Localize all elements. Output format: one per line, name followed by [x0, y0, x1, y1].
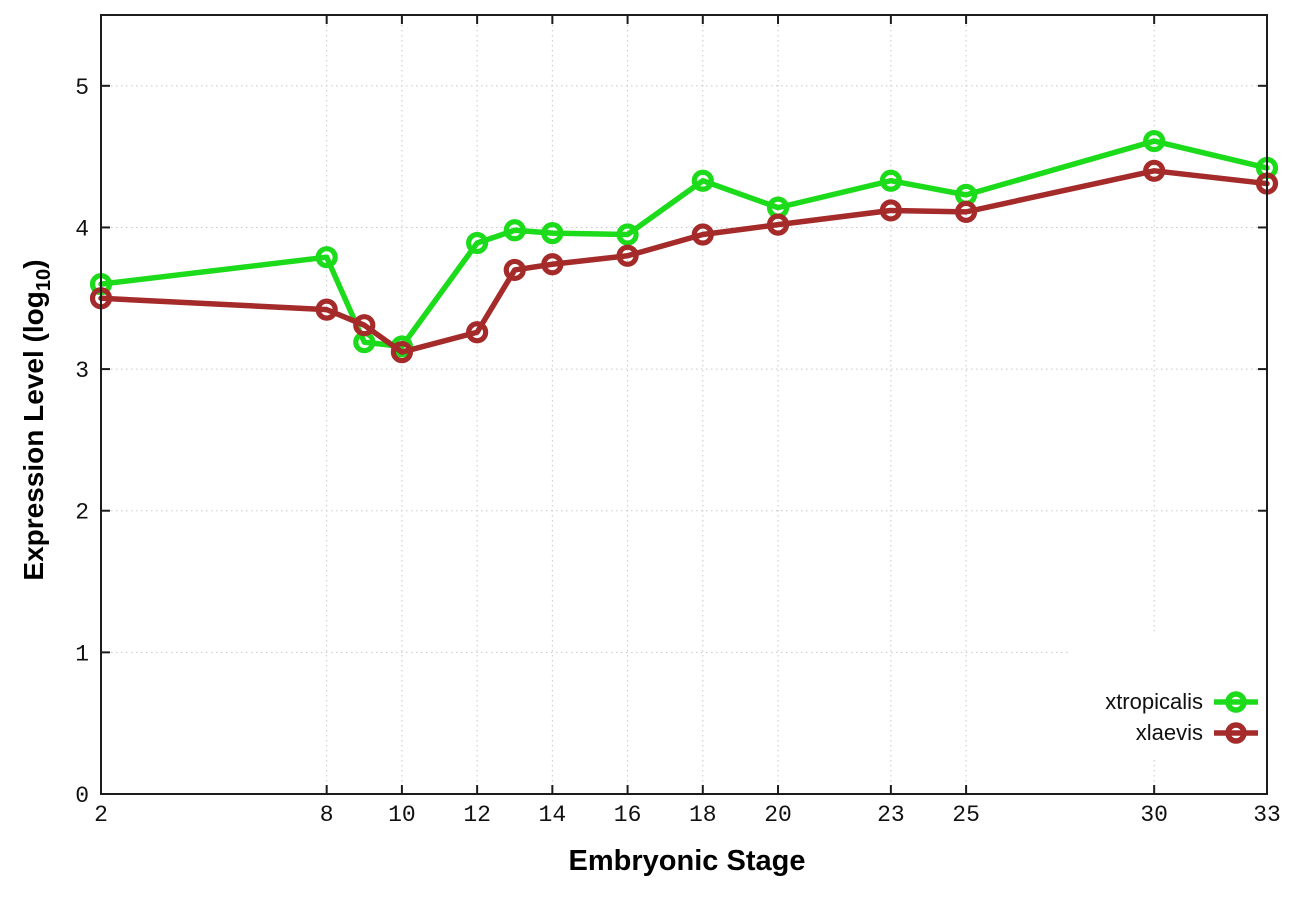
series-xtropicalis	[89, 129, 1279, 358]
x-tick-label: 25	[952, 802, 980, 828]
data-point-marker	[616, 223, 639, 246]
data-point-marker	[353, 314, 376, 337]
y-axis-title-text: Expression Level (log	[18, 291, 50, 581]
data-point-marker	[466, 231, 489, 255]
x-tick-label: 2	[94, 802, 108, 828]
data-point-marker	[879, 199, 902, 222]
data-point-marker	[691, 223, 714, 246]
x-tick-label: 14	[539, 802, 567, 828]
data-point-marker	[315, 298, 338, 321]
series-line	[98, 138, 1270, 350]
x-tick-label: 18	[689, 802, 717, 828]
y-tick-label: 0	[75, 783, 89, 809]
y-tick-label: 1	[75, 641, 89, 667]
data-point-marker	[315, 246, 338, 269]
legend-marker-icon	[1214, 722, 1258, 744]
data-point-marker	[766, 213, 790, 236]
plot-border	[100, 14, 1268, 795]
legend-item-xtropicalis: xtropicalis	[1105, 689, 1260, 715]
data-point-marker	[879, 169, 902, 192]
y-tick-label: 5	[75, 75, 89, 101]
data-point-marker	[503, 258, 526, 282]
data-point-marker	[541, 253, 564, 276]
data-point-marker	[1143, 129, 1166, 153]
data-point-marker	[691, 169, 714, 192]
legend-label: xtropicalis	[1105, 689, 1203, 714]
legend-marker-icon	[1214, 691, 1258, 713]
data-point-marker	[466, 321, 489, 344]
data-point-marker	[616, 244, 639, 267]
x-tick-label: 10	[388, 802, 416, 828]
data-point-marker	[541, 222, 564, 245]
x-tick-label: 23	[877, 802, 905, 828]
y-axis-title-close: )	[18, 259, 50, 269]
legend: xtropicalis xlaevis	[1072, 634, 1266, 760]
data-point-marker	[390, 340, 414, 364]
legend-item-xlaevis: xlaevis	[1136, 720, 1260, 746]
y-axis-title-subscript: 10	[32, 268, 55, 292]
data-point-marker	[1143, 159, 1166, 182]
y-tick-label: 3	[75, 358, 89, 384]
x-tick-label: 12	[463, 802, 491, 828]
x-tick-label: 8	[320, 802, 334, 828]
data-point-marker	[503, 219, 526, 242]
y-axis-title: Expression Level (log10)	[18, 259, 56, 580]
x-tick-label: 30	[1140, 802, 1168, 828]
y-tick-label: 2	[75, 500, 89, 526]
x-tick-label: 33	[1253, 802, 1281, 828]
legend-label: xlaevis	[1135, 720, 1203, 745]
data-point-marker	[954, 200, 978, 223]
x-axis-title: Embryonic Stage	[568, 845, 806, 877]
y-tick-label: 4	[75, 216, 89, 242]
x-tick-label: 16	[614, 802, 642, 828]
x-tick-label: 20	[764, 802, 792, 828]
